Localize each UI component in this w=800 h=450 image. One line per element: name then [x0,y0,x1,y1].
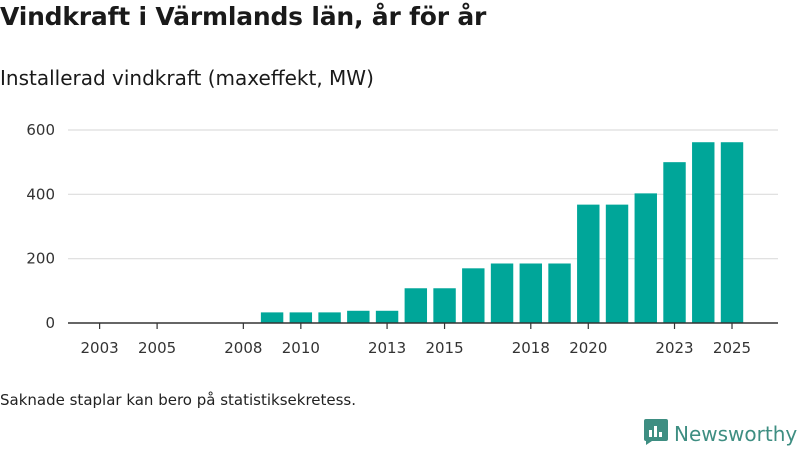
bar [318,312,341,323]
x-tick-label: 2023 [655,339,693,357]
y-tick-label: 400 [26,185,55,203]
bar [433,288,456,323]
chart-subtitle: Installerad vindkraft (maxeffekt, MW) [0,66,374,90]
y-tick-label: 0 [45,314,55,332]
x-tick-label: 2005 [138,339,176,357]
bar [577,204,600,323]
bar [720,142,744,323]
bar [490,263,514,323]
footnote: Saknade staplar kan bero på statistiksek… [0,391,357,409]
bar [375,310,399,323]
chart-title: Vindkraft i Värmlands län, år för år [0,2,487,31]
x-tick-label: 2025 [713,339,751,357]
brand-name: Newsworthy [674,422,798,446]
brand-link[interactable]: Newsworthy [644,419,798,449]
bar [404,288,428,323]
newsworthy-logo-icon [644,419,668,449]
x-tick-label: 2003 [81,339,119,357]
x-tick-label: 2018 [512,339,550,357]
bar [462,268,485,323]
bar [347,310,370,323]
y-tick-label: 600 [26,121,55,139]
bar [260,312,284,323]
x-tick-label: 2013 [368,339,406,357]
x-tick-label: 2008 [224,339,262,357]
x-tick-label: 2010 [282,339,320,357]
bar [605,204,629,323]
bar [634,193,657,323]
bar [692,142,715,323]
bar [548,263,571,323]
bar [663,162,686,323]
bar [289,312,313,323]
y-tick-label: 200 [26,250,55,268]
x-tick-label: 2015 [425,339,463,357]
bar-chart: 0 200 400 600 2003 2005 2008 2010 2013 2015 2018 20… [26,121,778,357]
bar [519,263,543,323]
x-tick-label: 2020 [569,339,607,357]
